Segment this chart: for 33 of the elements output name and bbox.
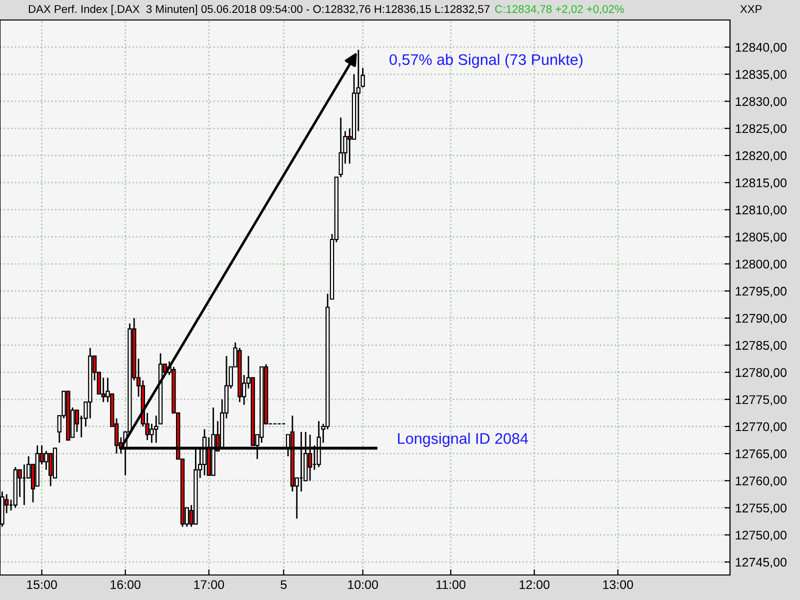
y-tick-label: 12770,00 [736, 422, 787, 433]
y-tick-label: 12810,00 [736, 206, 787, 216]
y-tick-label: 12785,00 [736, 340, 787, 352]
y-tick-label: 12815,00 [736, 178, 787, 189]
y-tick-label: 12775,00 [736, 395, 787, 406]
y-tick-label: 12825,00 [736, 124, 787, 135]
text: XXP [740, 5, 762, 13]
y-tick-label: 12745,00 [736, 558, 787, 568]
x-tick-label: 12:00 [520, 580, 550, 590]
y-tick-label: 12805,00 [736, 232, 787, 243]
y-tick-label: 12760,00 [736, 476, 787, 487]
y-tick-label: 12820,00 [736, 151, 787, 162]
y-tick-label: 12790,00 [736, 314, 787, 324]
x-tick-label: 15:00 [27, 580, 57, 590]
y-tick-label: 12750,00 [736, 530, 787, 542]
y-tick-label: 12835,00 [736, 70, 787, 80]
y-tick-label: 12765,00 [736, 449, 787, 460]
chart-subtitle: C:12834,78 +2,02 +0,02% [495, 5, 624, 14]
y-tick-label: 12795,00 [736, 286, 787, 298]
x-tick-label: 17:00 [194, 580, 224, 590]
y-tick-label: 12830,00 [736, 97, 787, 108]
y-tick-label: 12755,00 [736, 504, 787, 514]
y-tick-label: 12800,00 [736, 260, 787, 270]
x-tick-label: 5 [280, 580, 287, 590]
x-tick-label: 10:00 [348, 580, 378, 590]
y-tick-label: 12780,00 [736, 368, 787, 378]
annotation: Longsignal ID 2084 [398, 432, 528, 447]
x-tick-label: 13:00 [603, 580, 634, 590]
chart-title: DAX Perf. Index [.DAX 3 Minuten] 05.06.2018 09:54:00 - O:12832,76 H:12836,15 L:12832,57 [28, 4, 490, 16]
x-tick-label: 16:00 [110, 580, 140, 590]
x-tick-label: 11:00 [436, 580, 466, 590]
annotation: 0,57% ab Signal (73 Punkte) [390, 54, 583, 68]
y-tick-label: 12840,00 [736, 42, 787, 54]
